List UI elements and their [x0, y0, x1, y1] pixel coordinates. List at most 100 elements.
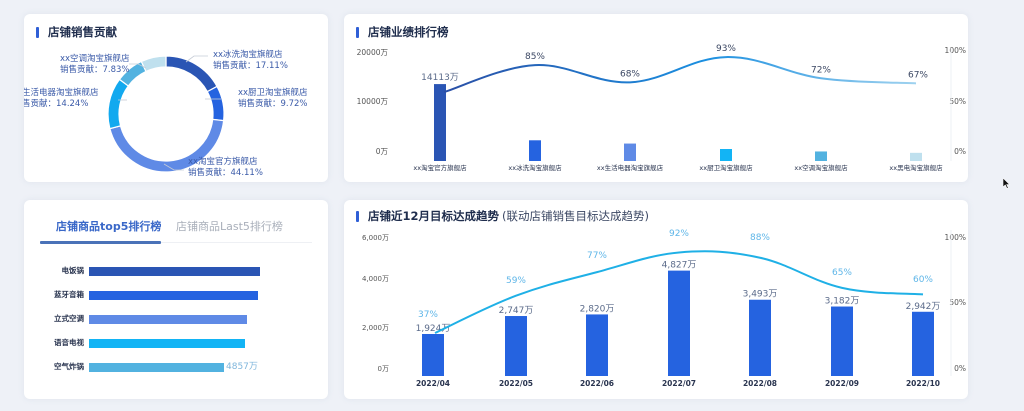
x-axis-label: 2022/07	[662, 379, 696, 388]
product-bar	[89, 315, 247, 324]
donut-slice[interactable]	[206, 85, 225, 122]
y2-axis-tick: 50%	[949, 298, 966, 307]
product-bar	[89, 291, 258, 300]
x-axis-label: 2022/05	[499, 379, 533, 388]
tab-last5[interactable]: 店铺商品Last5排行榜	[176, 220, 283, 233]
product-name: 立式空调	[54, 314, 84, 323]
trend-bar[interactable]	[831, 306, 853, 376]
contribution-donut-chart[interactable]: xx冰洗淘宝旗舰店 销售贡献：17.11% xx厨卫淘宝旗舰店 销售贡献：9.7…	[24, 14, 328, 182]
x-axis-label: xx淘宝官方旗舰店	[413, 163, 467, 172]
ranking-bar[interactable]	[910, 152, 922, 161]
donut-slice[interactable]	[165, 55, 218, 93]
trend-bar[interactable]	[668, 270, 690, 376]
bar-value-label: 14113万	[421, 73, 459, 83]
line-value-label: 37%	[418, 310, 438, 320]
product-bar-row[interactable]: 蓝牙音箱	[24, 289, 324, 301]
y-axis-tick: 2,000万	[362, 324, 389, 332]
y2-axis-tick: 100%	[945, 233, 966, 242]
label-chuwei-name: xx厨卫淘宝旗舰店	[238, 87, 308, 98]
line-value-label: 65%	[832, 268, 852, 278]
target-trend-chart[interactable]: 6,000万 4,000万 2,000万 0万 100% 50% 0% 2022/04 1,92…	[344, 200, 968, 399]
x-axis-label: xx厨卫淘宝旗舰店	[699, 163, 753, 172]
y-axis-tick: 6,000万	[362, 234, 389, 242]
line-value-label: 77%	[587, 251, 607, 261]
y2-axis-tick: 0%	[954, 147, 966, 156]
title-accent-bar	[356, 26, 359, 38]
y-axis-tick: 0万	[376, 147, 389, 156]
achievement-line	[443, 56, 917, 94]
y-axis-tick: 4,000万	[362, 275, 389, 283]
label-shenghuo-name: 生活电器淘宝旗舰店	[24, 87, 99, 98]
line-value-label: 88%	[750, 233, 770, 243]
x-axis-label: xx生活电器淘宝旗舰店	[597, 163, 664, 172]
ranking-bar[interactable]	[815, 151, 827, 161]
product-bar	[89, 363, 224, 372]
y2-axis-tick: 0%	[954, 364, 966, 373]
product-bar	[89, 267, 260, 276]
product-name: 空气炸锅	[54, 362, 84, 371]
bar-value-label: 3,182万	[825, 297, 860, 307]
donut-slice[interactable]	[107, 78, 130, 130]
y2-axis-tick: 50%	[949, 97, 966, 106]
bar-value-label: 2,942万	[906, 302, 941, 312]
ranking-bar[interactable]	[529, 140, 541, 161]
y2-axis-tick: 100%	[945, 46, 966, 55]
ranking-bar[interactable]	[720, 149, 732, 161]
store-ranking-chart[interactable]: 20000万 10000万 0万 100% 50% 0% xx淘宝官方旗舰店 14113万 xx…	[344, 14, 968, 182]
x-axis-label: 2022/10	[906, 379, 940, 388]
trend-bar[interactable]	[422, 333, 444, 376]
trend-bar[interactable]	[586, 314, 608, 376]
product-name: 电饭锅	[61, 266, 85, 275]
trend-bar[interactable]	[749, 299, 771, 376]
product-ranking-panel: 店铺商品top5排行榜 店铺商品Last5排行榜 电饭锅蓝牙音箱立式空调语音电视…	[24, 200, 328, 399]
tab-top5[interactable]: 店铺商品top5排行榜	[56, 220, 162, 233]
label-binxi-name: xx冰洗淘宝旗舰店	[213, 49, 283, 60]
label-chuwei-value: 销售贡献：9.72%	[238, 98, 308, 109]
x-axis-label: xx空调淘宝旗舰店	[794, 163, 848, 172]
y-axis-tick: 20000万	[357, 48, 389, 57]
achievement-line	[434, 250, 924, 334]
product-bar-row[interactable]: 空气炸锅 4857万	[24, 361, 324, 373]
line-value-label: 59%	[506, 276, 526, 286]
x-axis-label: xx冰洗淘宝旗舰店	[508, 163, 562, 172]
label-guanfang-value: 销售贡献：44.11%	[188, 167, 263, 178]
bar-value-label: 2,747万	[499, 306, 534, 316]
donut-slice[interactable]	[140, 55, 167, 73]
line-value-label: 92%	[669, 229, 689, 239]
trend-bar[interactable]	[505, 316, 527, 376]
ranking-bar[interactable]	[624, 143, 636, 161]
line-value-label: 72%	[811, 65, 831, 75]
ranking-bar[interactable]	[434, 84, 446, 161]
label-kongtiao-value: 销售贡献：7.83%	[60, 64, 130, 75]
y-axis-tick: 10000万	[357, 97, 389, 106]
mouse-cursor-icon	[1003, 178, 1011, 189]
product-tabs: 店铺商品top5排行榜 店铺商品Last5排行榜	[40, 212, 312, 244]
title-accent-bar	[356, 210, 359, 222]
product-bar	[89, 339, 245, 348]
x-axis-label: 2022/08	[743, 379, 777, 388]
product-name: 语音电视	[54, 338, 84, 347]
product-bar-row[interactable]: 电饭锅	[24, 265, 324, 277]
label-guanfang-name: xx淘宝官方旗舰店	[188, 156, 258, 167]
panel-title: 店铺销售贡献	[36, 24, 117, 40]
label-binxi-value: 销售贡献：17.11%	[213, 60, 288, 71]
product-value-label: 4857万	[226, 362, 258, 372]
x-axis-label: 2022/04	[416, 379, 450, 388]
product-bar-row[interactable]: 语音电视	[24, 337, 324, 349]
panel-title: 店铺近12月目标达成趋势 (联动店铺销售目标达成趋势)	[356, 208, 649, 224]
sales-contribution-panel: 店铺销售贡献 xx冰洗淘宝旗舰店 销售贡献：17.11% xx厨卫淘宝旗舰店 销…	[24, 14, 328, 182]
line-value-label: 67%	[908, 70, 928, 80]
bar-value-label: 4,827万	[662, 261, 697, 271]
line-value-label: 60%	[913, 275, 933, 285]
x-axis-label: xx黑电淘宝旗舰店	[889, 163, 943, 172]
line-value-label: 85%	[525, 52, 545, 62]
y-axis-tick: 0万	[378, 365, 389, 373]
title-accent-bar	[36, 26, 39, 38]
trend-bar[interactable]	[912, 311, 934, 376]
product-bar-row[interactable]: 立式空调	[24, 313, 324, 325]
label-kongtiao-name: xx空调淘宝旗舰店	[60, 53, 130, 64]
bar-value-label: 1,924万	[416, 324, 451, 334]
label-shenghuo-value: 售贡献：14.24%	[24, 98, 88, 109]
line-value-label: 93%	[716, 44, 736, 54]
active-tab-indicator	[40, 241, 161, 244]
